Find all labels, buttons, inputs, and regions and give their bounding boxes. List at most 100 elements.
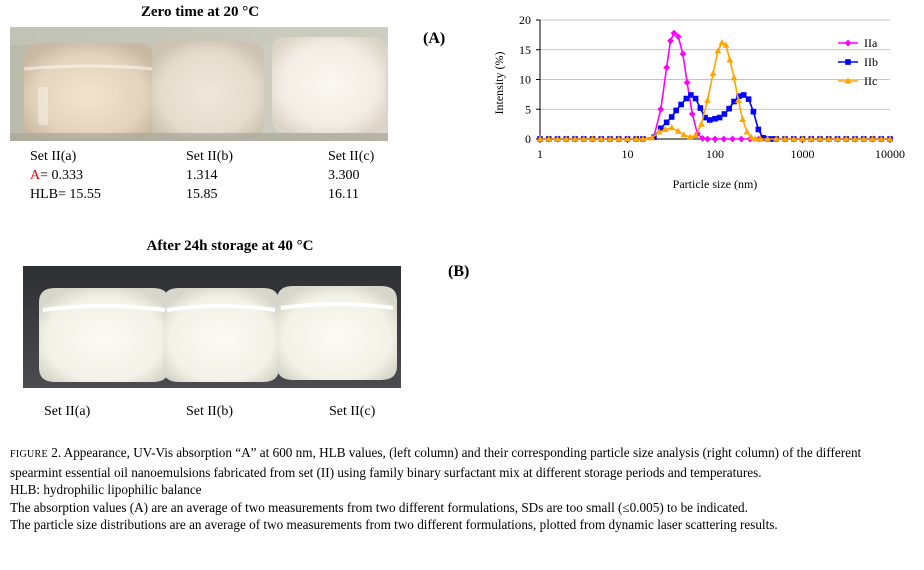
data-point [718,39,726,46]
data-point [755,126,762,133]
panel-b-label: (B) [448,263,470,280]
x-tick-label: 10 [622,147,634,161]
data-point [663,119,670,126]
data-point [714,47,722,54]
data-point [842,135,850,142]
data-point [736,93,742,99]
caption-text: Figure 2. Appearance, UV-Vis absorption … [10,445,862,480]
data-point [661,125,669,133]
panel-b-title: After 24h storage at 40 °C [146,238,314,254]
data-point [562,135,570,142]
data-point [632,135,640,142]
data-point [683,79,691,86]
series-line-IIa [540,31,890,140]
data-point [680,131,688,138]
data-point [554,135,561,142]
data-point [648,134,656,141]
data-point [834,135,841,142]
data-point [721,111,728,117]
data-point [729,135,736,143]
data-point [877,135,885,142]
data-point [697,105,704,111]
data-point [807,135,815,142]
hlb-value: 15.85 [186,187,218,202]
data-point [704,135,711,143]
data-point [692,95,699,102]
panel-a-label: (A) [423,30,446,47]
data-point [752,135,759,142]
data-point [750,108,757,115]
vials-photo-zero-time [10,27,388,141]
legend-label: IIc [864,74,877,88]
x-tick-label: 10000 [875,147,905,161]
data-point [688,92,694,98]
sample-column-b: Set II(b) 1.314 15.85 [186,147,306,204]
data-point [756,135,764,142]
data-point [615,135,623,142]
absorbance-symbol: A [30,168,41,183]
data-point [597,135,605,142]
data-point [816,135,824,142]
data-point [743,128,751,135]
hlb-value: HLB= 15.55 [30,187,101,202]
data-point [737,135,745,143]
y-tick-label: 20 [519,13,531,27]
data-point [722,41,730,48]
data-point [734,96,742,103]
data-point [674,33,682,41]
data-point [760,135,766,141]
data-point [657,125,664,132]
data-point [781,135,789,142]
storage-sample-b: Set II(b) [186,404,234,419]
x-tick-label: 1 [537,147,543,161]
data-point [851,135,859,142]
data-point [606,135,614,142]
data-point [667,37,674,45]
series-line-IIc [540,41,890,140]
data-point [825,135,833,142]
data-point [869,135,876,142]
data-point [726,105,732,112]
data-point [845,59,851,65]
data-point [731,98,737,105]
data-point [688,110,696,118]
y-tick-label: 0 [525,132,531,146]
data-point [668,124,676,131]
hlb-note: HLB: hydrophilic lipophilic balance [10,482,202,498]
data-point [699,135,706,142]
data-point [679,50,687,58]
data-point [683,95,690,102]
data-point [536,135,544,142]
data-point [674,127,682,134]
data-point [686,133,694,140]
data-point [670,29,678,37]
data-point [571,135,579,142]
data-point [709,69,717,77]
data-point [745,96,752,102]
data-point [799,135,806,142]
sample-name: Set II(a) [30,149,77,164]
y-axis-label: Intensity (%) [492,52,506,115]
absorbance-value: A= 0.333 [30,168,84,183]
data-point [720,135,728,143]
particle-size-chart: Intensity (%) Particle size (nm) 0 5 10 15 2… [492,13,905,191]
figure-label: Figure [10,449,48,460]
data-point [580,135,588,142]
data-point [668,114,675,120]
data-point [702,114,708,121]
data-point [726,56,734,63]
legend-label: IIb [864,55,878,69]
x-axis-label: Particle size (nm) [673,177,758,191]
data-point [772,135,780,142]
storage-sample-a: Set II(a) [44,404,91,419]
y-tick-label: 10 [519,73,531,87]
y-tick-label: 15 [519,43,531,57]
data-point [657,105,665,113]
sample-name: Set II(c) [328,149,375,164]
figure-caption: Figure 2. Appearance, UV-Vis absorption … [10,444,915,534]
data-point [545,135,553,142]
data-point [589,135,596,142]
absorbance-value: 3.300 [328,168,360,183]
data-point [711,135,719,143]
data-point [704,96,711,103]
